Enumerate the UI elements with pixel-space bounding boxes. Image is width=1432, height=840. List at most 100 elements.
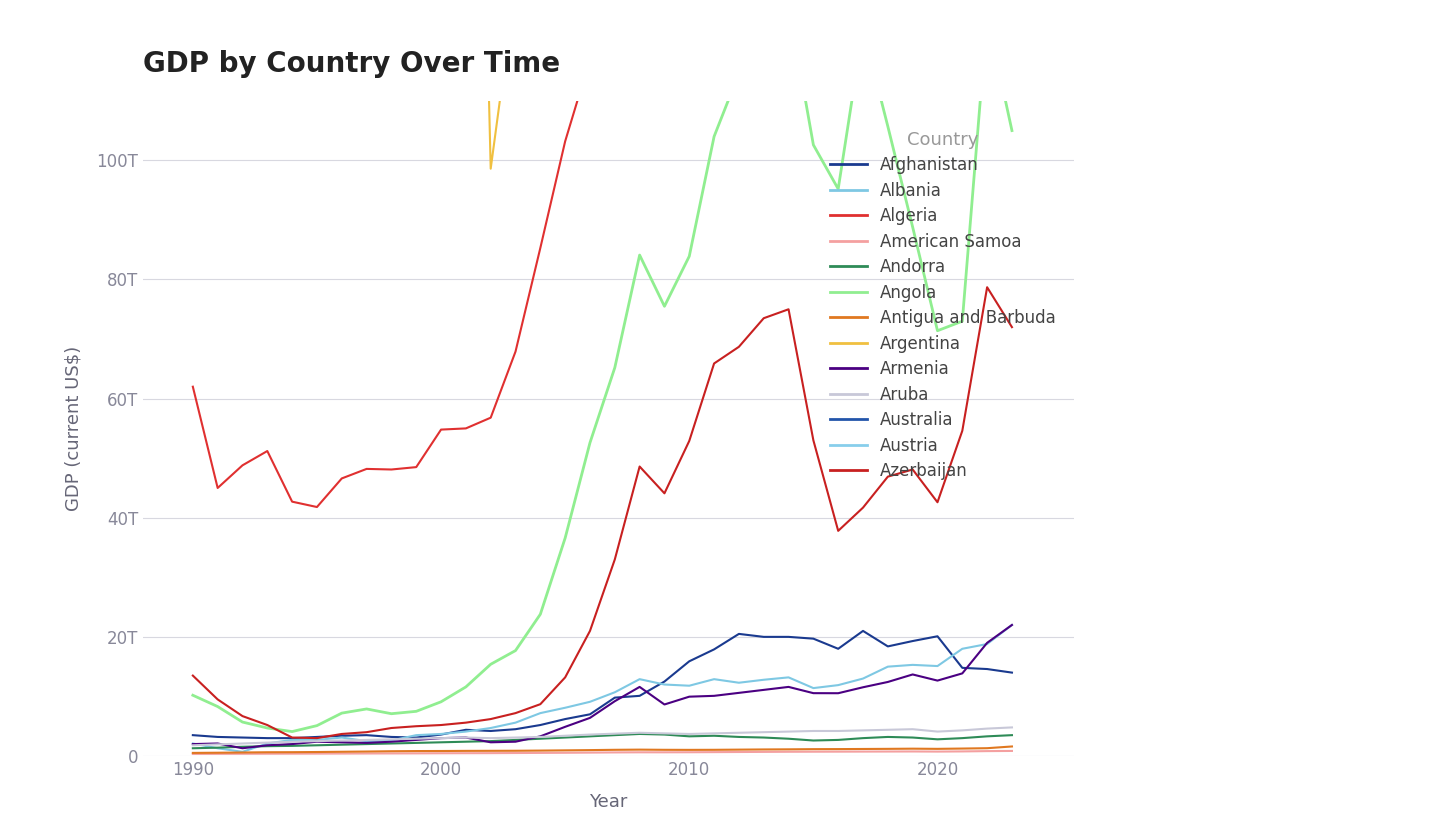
Line: American Samoa: American Samoa bbox=[193, 751, 1012, 754]
Algeria bbox=[557, 136, 574, 146]
Andorra bbox=[632, 729, 649, 739]
Aruba bbox=[929, 727, 947, 737]
American Samoa bbox=[358, 748, 375, 759]
Afghanistan bbox=[680, 656, 697, 666]
Azerbaijan bbox=[557, 672, 574, 682]
Angola bbox=[606, 363, 623, 373]
American Samoa bbox=[805, 747, 822, 757]
Aruba bbox=[755, 727, 772, 738]
Azerbaijan bbox=[855, 502, 872, 512]
Antigua and Barbuda bbox=[209, 748, 226, 758]
Angola bbox=[408, 706, 425, 717]
American Samoa bbox=[879, 747, 896, 757]
Antigua and Barbuda bbox=[606, 745, 623, 755]
Algeria bbox=[507, 347, 524, 357]
Algeria bbox=[358, 464, 375, 474]
Antigua and Barbuda bbox=[233, 748, 251, 758]
Line: Algeria: Algeria bbox=[193, 0, 1012, 507]
Armenia bbox=[259, 740, 276, 750]
Albania bbox=[954, 643, 971, 654]
Albania bbox=[879, 662, 896, 672]
Armenia bbox=[209, 738, 226, 748]
American Samoa bbox=[656, 748, 673, 758]
Andorra bbox=[284, 741, 301, 751]
Antigua and Barbuda bbox=[805, 744, 822, 754]
Afghanistan bbox=[233, 732, 251, 743]
Antigua and Barbuda bbox=[557, 745, 574, 755]
Andorra bbox=[507, 735, 524, 745]
Armenia bbox=[382, 737, 400, 747]
Aruba bbox=[557, 731, 574, 741]
Andorra bbox=[954, 733, 971, 743]
Legend: Afghanistan, Albania, Algeria, American Samoa, Andorra, Angola, Antigua and Barb: Afghanistan, Albania, Algeria, American … bbox=[822, 123, 1064, 488]
Albania bbox=[904, 660, 921, 670]
Albania bbox=[805, 683, 822, 693]
Angola bbox=[308, 721, 325, 731]
Aruba bbox=[507, 732, 524, 743]
American Samoa bbox=[755, 747, 772, 757]
Afghanistan bbox=[954, 663, 971, 673]
Algeria bbox=[334, 474, 351, 484]
Angola bbox=[805, 139, 822, 150]
Andorra bbox=[209, 743, 226, 753]
Afghanistan bbox=[632, 690, 649, 701]
Andorra bbox=[408, 738, 425, 748]
Angola bbox=[185, 690, 202, 701]
American Samoa bbox=[557, 748, 574, 758]
Aruba bbox=[632, 727, 649, 738]
Antigua and Barbuda bbox=[308, 747, 325, 757]
American Samoa bbox=[954, 747, 971, 757]
Line: Armenia: Armenia bbox=[193, 625, 1012, 748]
American Samoa bbox=[632, 748, 649, 758]
Aruba bbox=[185, 740, 202, 750]
Azerbaijan bbox=[780, 304, 798, 314]
Antigua and Barbuda bbox=[382, 746, 400, 756]
Afghanistan bbox=[706, 644, 723, 654]
Algeria bbox=[457, 423, 474, 433]
Albania bbox=[308, 735, 325, 745]
Andorra bbox=[308, 740, 325, 750]
Antigua and Barbuda bbox=[1004, 742, 1021, 752]
American Samoa bbox=[706, 747, 723, 757]
Andorra bbox=[358, 739, 375, 749]
Azerbaijan bbox=[829, 526, 846, 536]
Afghanistan bbox=[358, 730, 375, 740]
Armenia bbox=[755, 685, 772, 695]
Algeria bbox=[408, 462, 425, 472]
Azerbaijan bbox=[185, 670, 202, 680]
Angola bbox=[233, 717, 251, 727]
Andorra bbox=[680, 732, 697, 742]
Armenia bbox=[656, 700, 673, 710]
Albania bbox=[1004, 620, 1021, 630]
Antigua and Barbuda bbox=[457, 746, 474, 756]
Algeria bbox=[432, 424, 450, 434]
Armenia bbox=[358, 738, 375, 748]
Azerbaijan bbox=[904, 465, 921, 475]
Algeria bbox=[382, 465, 400, 475]
Armenia bbox=[483, 738, 500, 748]
Y-axis label: GDP (current US$): GDP (current US$) bbox=[64, 346, 83, 511]
Line: Albania: Albania bbox=[193, 625, 1012, 752]
Angola bbox=[334, 708, 351, 718]
Afghanistan bbox=[581, 709, 599, 719]
Angola bbox=[432, 696, 450, 706]
Algeria bbox=[531, 243, 548, 253]
American Samoa bbox=[1004, 746, 1021, 756]
American Samoa bbox=[531, 748, 548, 758]
Armenia bbox=[457, 732, 474, 743]
American Samoa bbox=[780, 747, 798, 757]
Armenia bbox=[730, 688, 748, 698]
Antigua and Barbuda bbox=[632, 744, 649, 754]
Albania bbox=[358, 736, 375, 746]
Angola bbox=[730, 68, 748, 78]
Andorra bbox=[1004, 730, 1021, 740]
Afghanistan bbox=[531, 720, 548, 730]
Antigua and Barbuda bbox=[259, 748, 276, 758]
American Samoa bbox=[978, 746, 995, 756]
Andorra bbox=[656, 729, 673, 739]
Azerbaijan bbox=[483, 714, 500, 724]
Albania bbox=[507, 717, 524, 727]
Angola bbox=[209, 701, 226, 711]
Angola bbox=[358, 704, 375, 714]
Afghanistan bbox=[879, 642, 896, 652]
